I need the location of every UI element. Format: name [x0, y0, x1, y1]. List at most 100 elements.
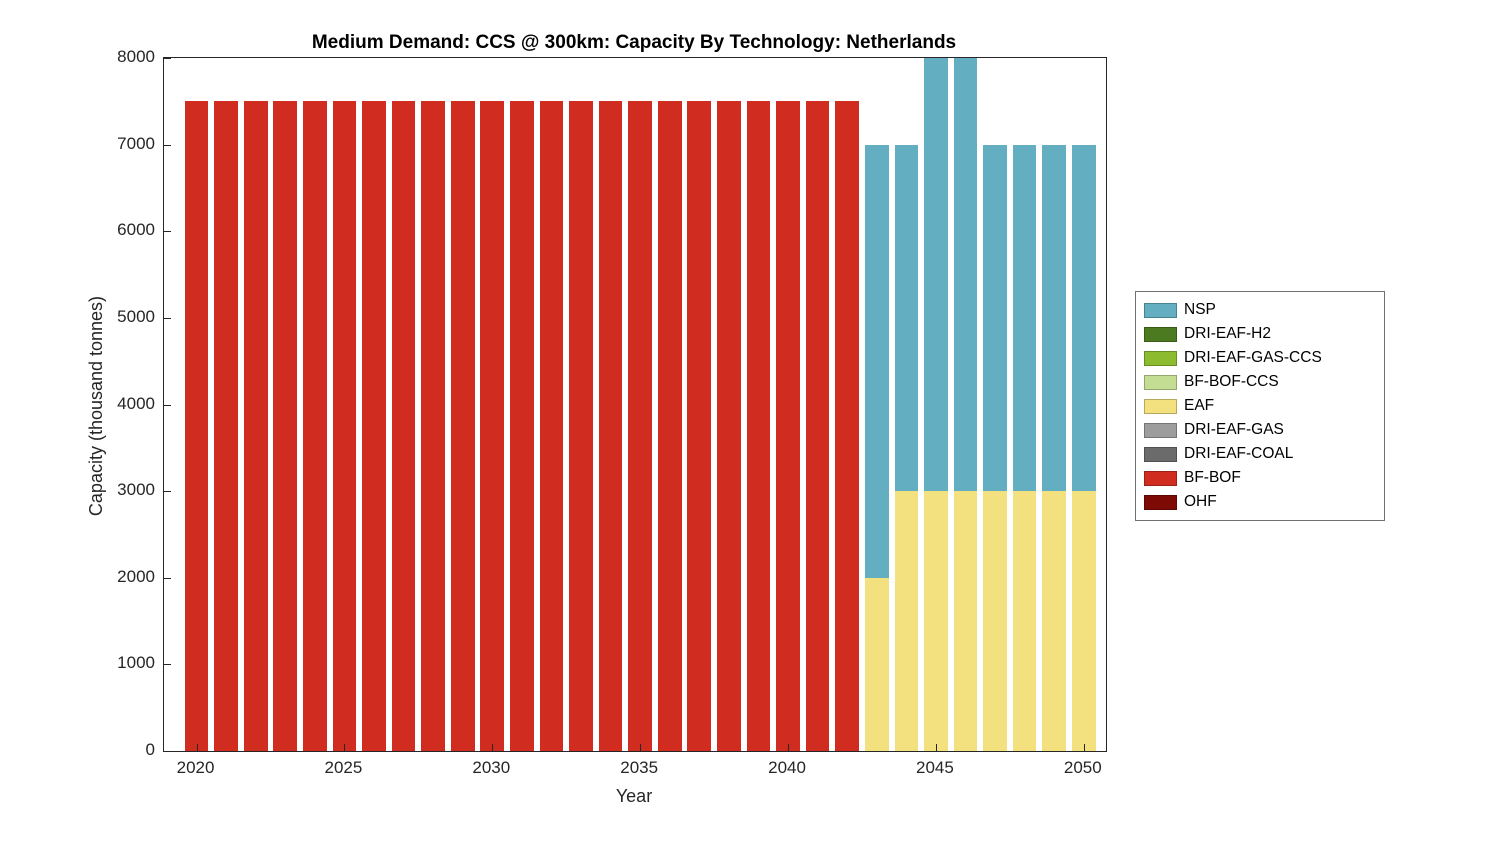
x-tick-mark	[640, 744, 642, 751]
y-tick-label: 7000	[117, 133, 155, 153]
y-tick-label: 1000	[117, 653, 155, 673]
plot-area	[163, 57, 1107, 752]
x-tick-mark	[492, 744, 494, 751]
x-tick-mark	[196, 744, 198, 751]
y-tick-mark	[164, 664, 171, 666]
bar-segment-bf-bof	[362, 101, 386, 751]
bar-segment-nsp	[953, 58, 978, 492]
x-tick-label: 2020	[176, 758, 215, 777]
bar-segment-eaf	[983, 491, 1007, 751]
bar-segment-nsp	[864, 144, 889, 578]
legend-label: BF-BOF	[1184, 469, 1241, 486]
legend-swatch-icon	[1144, 494, 1177, 510]
bar-segment-eaf	[924, 491, 948, 751]
bar-segment-bf-bof	[273, 101, 298, 751]
legend-entry-ohf: OHF	[1144, 490, 1376, 514]
bar-segment-bf-bof	[450, 101, 475, 751]
legend-swatch-icon	[1144, 398, 1177, 414]
bar-segment-nsp	[983, 144, 1007, 492]
x-tick-mark	[344, 744, 346, 751]
y-tick-mark	[164, 144, 171, 146]
legend-swatch-icon	[1144, 470, 1177, 486]
legend-swatch-icon	[1144, 422, 1177, 438]
legend-label: OHF	[1184, 493, 1217, 510]
bar-segment-bf-bof	[214, 101, 238, 751]
y-tick-mark	[164, 577, 171, 579]
bar-segment-bf-bof	[717, 101, 741, 751]
bar-segment-nsp	[924, 58, 948, 492]
legend-swatch-icon	[1144, 350, 1177, 366]
x-tick-mark	[788, 744, 790, 751]
y-tick-label: 3000	[117, 480, 155, 500]
y-tick-mark	[164, 231, 171, 233]
bar-segment-nsp	[894, 144, 919, 492]
bar-segment-bf-bof	[332, 101, 357, 751]
bar-segment-bf-bof	[598, 101, 623, 751]
legend-swatch-icon	[1144, 446, 1177, 462]
bar-segment-bf-bof	[243, 101, 268, 751]
bar-segment-bf-bof	[628, 101, 652, 751]
y-tick-label: 4000	[117, 393, 155, 413]
legend-label: NSP	[1184, 301, 1216, 318]
y-tick-label: 2000	[117, 566, 155, 586]
x-tick-mark	[1083, 744, 1085, 751]
y-tick-mark	[164, 751, 171, 752]
bar-segment-bf-bof	[421, 101, 445, 751]
x-tick-mark	[935, 744, 937, 751]
bar-segment-bf-bof	[746, 101, 771, 751]
x-tick-label: 2025	[324, 758, 363, 777]
bar-segment-eaf	[894, 491, 919, 751]
bar-segment-bf-bof	[687, 101, 712, 751]
legend-label: DRI-EAF-H2	[1184, 325, 1271, 342]
bar-segment-bf-bof	[539, 101, 564, 751]
bar-segment-eaf	[1042, 491, 1067, 751]
x-axis-label: Year	[615, 786, 653, 806]
chart-title: Medium Demand: CCS @ 300km: Capacity By …	[311, 32, 957, 53]
legend-entry-dri-eaf-gas-ccs: DRI-EAF-GAS-CCS	[1144, 346, 1376, 370]
y-tick-mark	[164, 58, 171, 59]
bar-segment-bf-bof	[835, 101, 860, 751]
x-tick-label: 2045	[916, 758, 954, 777]
legend-label: DRI-EAF-GAS	[1184, 421, 1284, 438]
legend-label: DRI-EAF-GAS-CCS	[1184, 349, 1322, 366]
x-tick-label: 2050	[1063, 758, 1102, 777]
x-tick-label: 2035	[620, 758, 659, 777]
legend-entry-nsp: NSP	[1144, 298, 1376, 322]
bar-segment-nsp	[1042, 144, 1067, 492]
y-tick-label: 0	[145, 740, 155, 759]
y-tick-mark	[164, 404, 171, 406]
bar-segment-eaf	[953, 491, 978, 751]
legend-entry-eaf: EAF	[1144, 394, 1376, 418]
x-tick-label: 2030	[472, 758, 511, 777]
y-tick-label: 6000	[117, 220, 155, 240]
bar-segment-eaf	[1012, 491, 1037, 751]
legend: NSP DRI-EAF-H2 DRI-EAF-GAS-CCS BF-BOF-CCS EA…	[1135, 291, 1385, 521]
bar-segment-bf-bof	[184, 101, 209, 751]
bar-segment-bf-bof	[569, 101, 593, 751]
legend-swatch-icon	[1144, 302, 1177, 318]
bar-segment-nsp	[1071, 144, 1096, 492]
x-tick-label: 2040	[768, 758, 806, 777]
bar-segment-eaf	[1071, 491, 1096, 751]
legend-entry-dri-eaf-h2: DRI-EAF-H2	[1144, 322, 1376, 346]
legend-swatch-icon	[1144, 374, 1177, 390]
y-tick-mark	[164, 317, 171, 319]
y-tick-mark	[164, 491, 171, 493]
bar-segment-bf-bof	[657, 101, 682, 751]
legend-label: DRI-EAF-COAL	[1184, 445, 1294, 462]
y-tick-label: 5000	[117, 306, 155, 326]
legend-label: EAF	[1184, 397, 1215, 414]
legend-entry-bf-bof: BF-BOF	[1144, 466, 1376, 490]
legend-entry-bf-bof-ccs: BF-BOF-CCS	[1144, 370, 1376, 394]
y-tick-label: 8000	[117, 47, 155, 66]
bar-segment-bf-bof	[805, 101, 830, 751]
bar-segment-bf-bof	[303, 101, 327, 751]
bar-segment-bf-bof	[480, 101, 505, 751]
legend-entry-dri-eaf-coal: DRI-EAF-COAL	[1144, 442, 1376, 466]
bar-segment-eaf	[864, 577, 889, 751]
bar-segment-bf-bof	[391, 101, 416, 751]
bar-segment-nsp	[1012, 144, 1037, 492]
legend-entry-dri-eaf-gas: DRI-EAF-GAS	[1144, 418, 1376, 442]
legend-swatch-icon	[1144, 326, 1177, 342]
